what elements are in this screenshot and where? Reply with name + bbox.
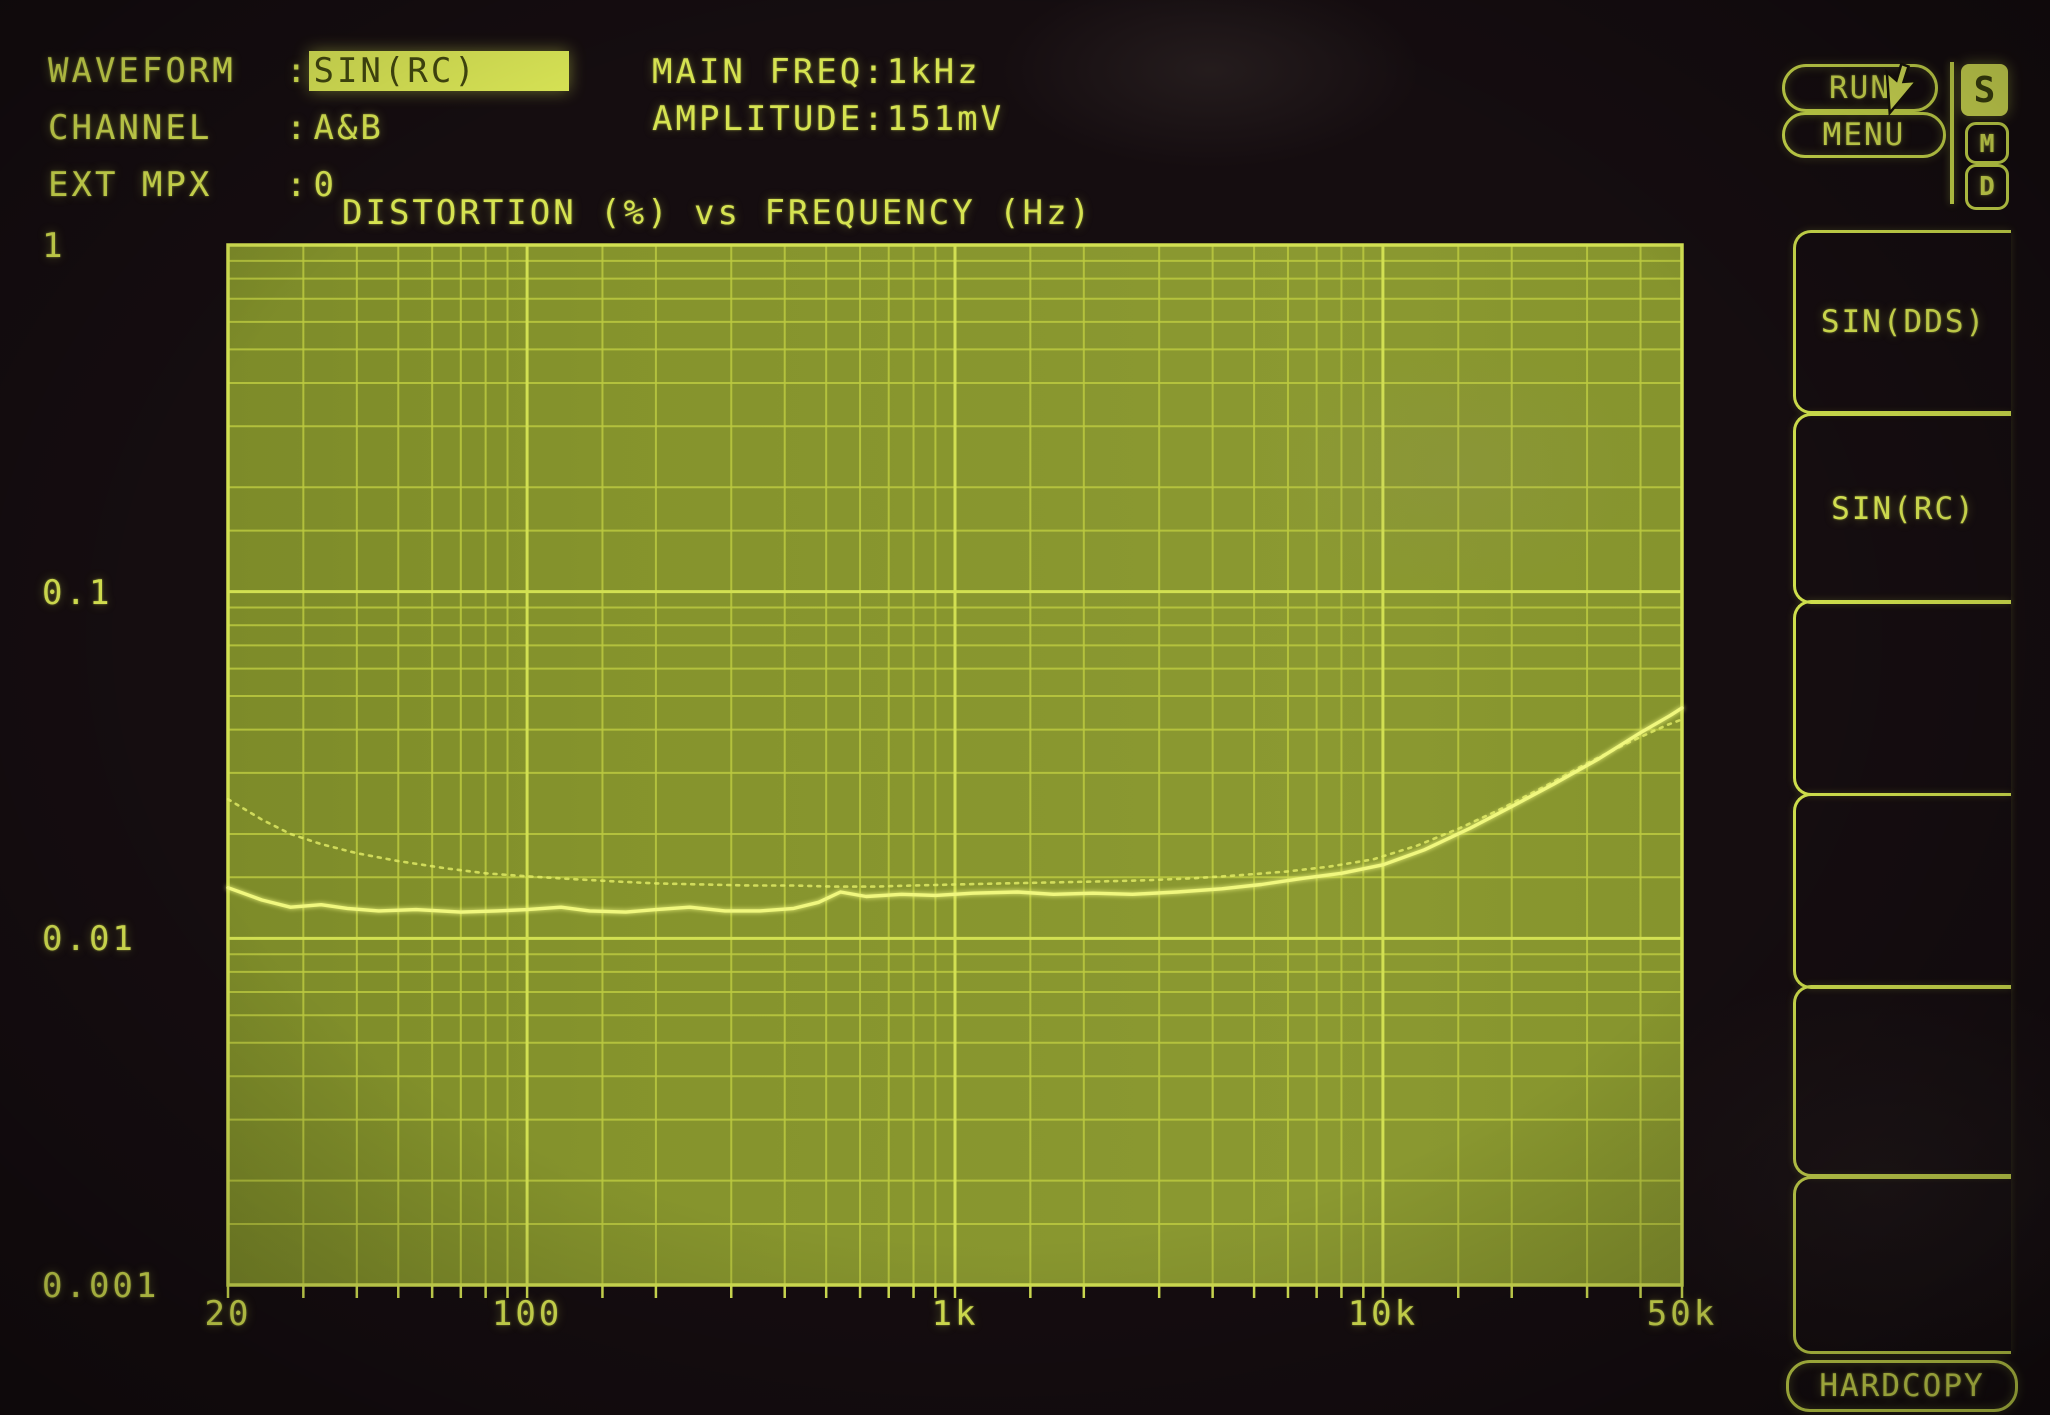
waveform-field: WAVEFORM: SIN(RC) <box>48 51 570 91</box>
softkey-sin-dds[interactable]: SIN(DDS) <box>1793 230 2011 414</box>
channel-colon: : <box>286 108 310 148</box>
channel-field: CHANNEL: A&B <box>48 108 569 148</box>
menu-button-label: MENU <box>1822 117 1906 153</box>
y-tick-label: 0.1 <box>42 572 113 613</box>
plot-title: DISTORTION (%) vs FREQUENCY (Hz) <box>342 193 1094 233</box>
ext-mpx-value[interactable]: 0 <box>313 165 337 205</box>
amplitude-value[interactable]: 151mV <box>886 99 1005 139</box>
waveform-colon: : <box>286 51 310 91</box>
softkey-6[interactable] <box>1793 1176 2011 1354</box>
hardcopy-button[interactable]: HARDCOPY <box>1786 1360 2018 1412</box>
softkey-sin-rc[interactable]: SIN(RC) <box>1793 413 2011 604</box>
signal-settings: MAIN FREQ:1kHz AMPLITUDE:151mV <box>652 52 1004 146</box>
status-badge-m[interactable]: M <box>1965 122 2009 164</box>
run-button[interactable]: RUN <box>1782 64 1938 112</box>
x-tick-label: 20 <box>204 1294 252 1334</box>
status-badge-d[interactable]: D <box>1965 164 2009 210</box>
ext-mpx-label: EXT MPX <box>48 165 213 205</box>
run-button-label: RUN <box>1829 70 1891 106</box>
distortion-trace-dotted <box>226 718 1684 888</box>
amplitude-colon: : <box>863 99 887 139</box>
waveform-label: WAVEFORM <box>48 51 236 91</box>
status-separator <box>1950 62 1954 204</box>
main-freq-label: MAIN FREQ <box>652 52 864 92</box>
mouse-pointer-icon <box>1885 62 1920 117</box>
ext-mpx-colon: : <box>286 165 310 205</box>
waveform-value[interactable]: SIN(RC) <box>309 51 570 91</box>
menu-button[interactable]: MENU <box>1782 112 1946 158</box>
softkey-3[interactable] <box>1793 600 2011 796</box>
y-tick-label: 0.01 <box>42 919 136 960</box>
main-freq-value[interactable]: 1kHz <box>886 52 981 92</box>
hardcopy-button-label: HARDCOPY <box>1819 1368 1985 1404</box>
softkey-4[interactable] <box>1793 793 2011 989</box>
amplitude-field: AMPLITUDE:151mV <box>652 99 1005 139</box>
status-badge-s[interactable]: S <box>1961 64 2008 116</box>
main-freq-field: MAIN FREQ:1kHz <box>652 52 1004 92</box>
softkey-5[interactable] <box>1793 985 2011 1177</box>
y-tick-label: 0.001 <box>42 1266 160 1306</box>
distortion-trace-solid <box>226 706 1684 914</box>
x-tick-label: 50k <box>1646 1294 1718 1334</box>
channel-value[interactable]: A&B <box>313 108 384 148</box>
y-tick-label: 1 <box>42 226 66 266</box>
ext-mpx-field: EXT MPX:0 <box>48 165 569 205</box>
amplitude-label: AMPLITUDE <box>652 99 864 139</box>
main-freq-colon: : <box>863 52 887 92</box>
x-tick-label: 100 <box>491 1294 563 1334</box>
header-fields: WAVEFORM: SIN(RC) CHANNEL: A&B EXT MPX:0 <box>48 51 570 223</box>
x-tick-label: 1k <box>931 1294 979 1334</box>
channel-label: CHANNEL <box>48 108 213 148</box>
x-tick-label: 10k <box>1347 1294 1419 1334</box>
